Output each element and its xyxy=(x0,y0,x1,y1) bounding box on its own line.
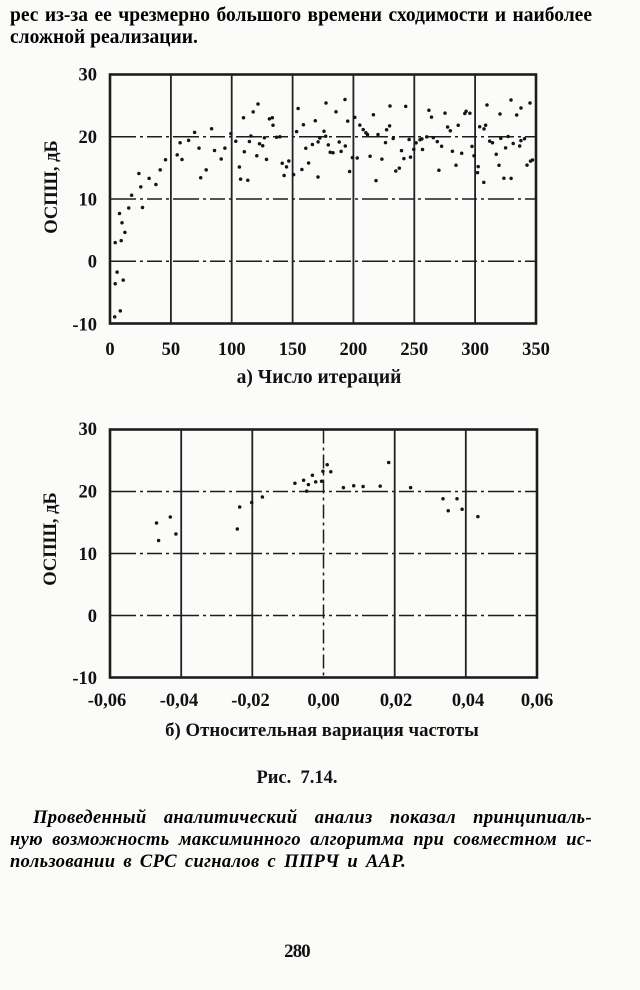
svg-text:300: 300 xyxy=(461,340,489,360)
svg-text:0: 0 xyxy=(88,253,97,273)
svg-text:0: 0 xyxy=(105,340,114,360)
svg-text:20: 20 xyxy=(79,483,98,503)
svg-text:-0,06: -0,06 xyxy=(88,691,127,711)
svg-text:50: 50 xyxy=(162,340,181,360)
svg-text:0,02: 0,02 xyxy=(380,691,412,711)
svg-text:250: 250 xyxy=(400,340,428,360)
svg-text:-0,04: -0,04 xyxy=(160,691,199,711)
svg-text:10: 10 xyxy=(79,545,98,565)
svg-text:0,00: 0,00 xyxy=(307,691,339,711)
svg-text:ОСПШ, дБ: ОСПШ, дБ xyxy=(41,492,61,586)
svg-text:ОСПШ, дБ: ОСПШ, дБ xyxy=(42,140,62,234)
svg-text:-0,02: -0,02 xyxy=(231,691,270,711)
svg-text:20: 20 xyxy=(79,128,98,148)
svg-text:100: 100 xyxy=(218,340,246,360)
svg-text:10: 10 xyxy=(79,191,98,211)
svg-text:0,04: 0,04 xyxy=(452,691,484,711)
svg-text:350: 350 xyxy=(522,340,550,360)
svg-text:0: 0 xyxy=(88,607,97,627)
svg-text:30: 30 xyxy=(79,420,98,440)
svg-text:-10: -10 xyxy=(72,669,97,689)
svg-text:30: 30 xyxy=(79,66,98,86)
svg-text:200: 200 xyxy=(340,340,368,360)
svg-text:-10: -10 xyxy=(72,316,97,336)
svg-text:0,06: 0,06 xyxy=(521,691,553,711)
svg-text:150: 150 xyxy=(279,340,307,360)
